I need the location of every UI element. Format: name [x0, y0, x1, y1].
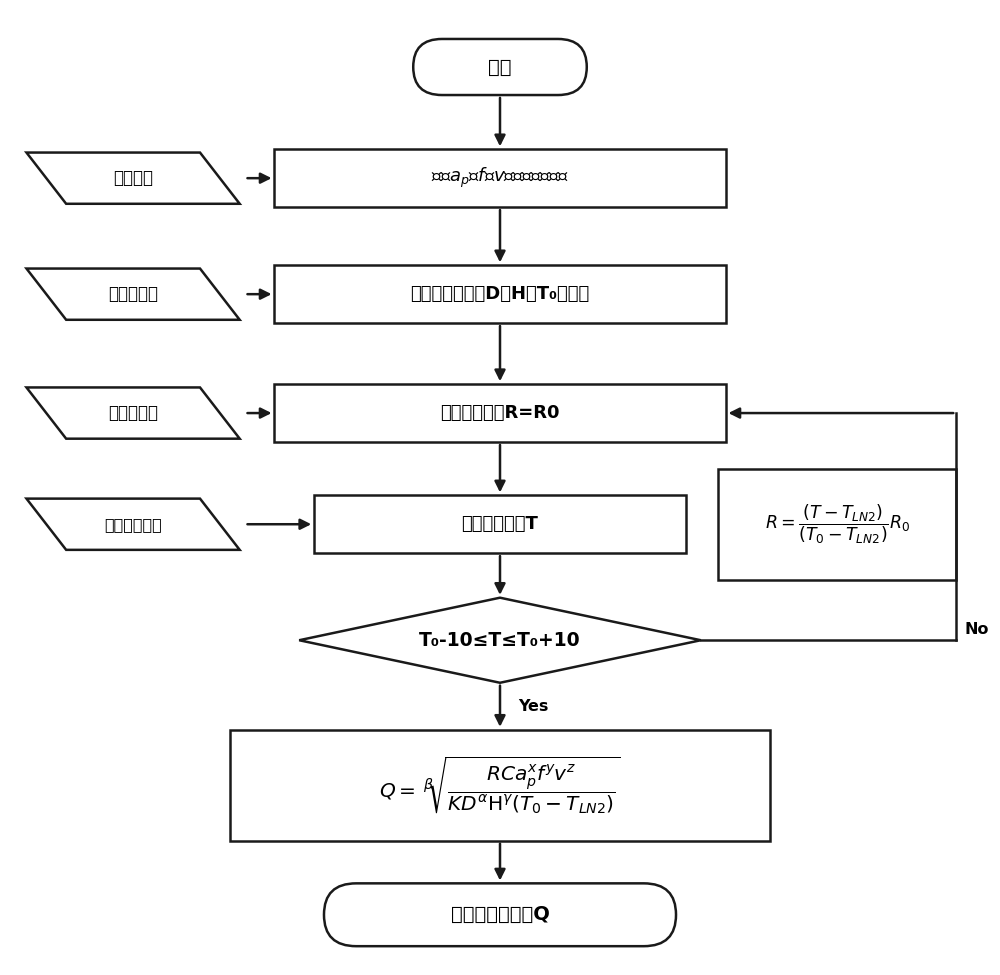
Text: 中控计算机: 中控计算机: [108, 285, 158, 303]
Text: 数控系统: 数控系统: [113, 170, 153, 187]
Text: 预设比例系数R=R0: 预设比例系数R=R0: [440, 404, 560, 422]
Polygon shape: [26, 498, 240, 550]
FancyBboxPatch shape: [324, 883, 676, 946]
FancyBboxPatch shape: [274, 384, 726, 442]
Text: 开始: 开始: [488, 58, 512, 76]
Polygon shape: [299, 598, 701, 682]
FancyBboxPatch shape: [274, 149, 726, 207]
Text: Yes: Yes: [518, 699, 548, 714]
FancyBboxPatch shape: [718, 469, 956, 580]
Text: 输出液氮喷射量Q: 输出液氮喷射量Q: [451, 905, 549, 924]
Polygon shape: [26, 268, 240, 320]
Polygon shape: [26, 152, 240, 204]
Text: 输入材料属性和D、H、T₀等参数: 输入材料属性和D、H、T₀等参数: [410, 285, 590, 303]
FancyBboxPatch shape: [413, 39, 587, 95]
FancyBboxPatch shape: [230, 729, 770, 840]
FancyBboxPatch shape: [314, 495, 686, 553]
FancyBboxPatch shape: [274, 265, 726, 323]
Text: 采集$\mathit{a_p}$、$\mathit{f}$、$\mathit{v}$等切削工艺参数: 采集$\mathit{a_p}$、$\mathit{f}$、$\mathit{v…: [431, 166, 569, 190]
Polygon shape: [26, 387, 240, 439]
Text: $R=\dfrac{(T-T_{LN2})}{(T_0-T_{LN2})}R_0$: $R=\dfrac{(T-T_{LN2})}{(T_0-T_{LN2})}R_0…: [765, 502, 910, 546]
Text: 采集监测温度T: 采集监测温度T: [462, 515, 538, 533]
Text: No: No: [964, 622, 989, 637]
Text: 温度检测模块: 温度检测模块: [104, 517, 162, 531]
Text: $Q = \,^{\beta}\!\!\sqrt{\dfrac{RCa_p^x f^y v^z}{KD^{\alpha}\mathrm{H}^{\gamma}(: $Q = \,^{\beta}\!\!\sqrt{\dfrac{RCa_p^x …: [379, 755, 621, 816]
Text: 中控计算机: 中控计算机: [108, 404, 158, 422]
Text: T₀-10≤T≤T₀+10: T₀-10≤T≤T₀+10: [419, 631, 581, 649]
